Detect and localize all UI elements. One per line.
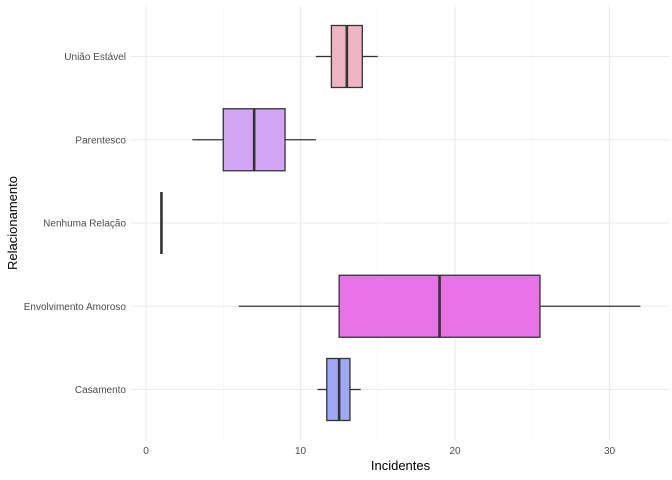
box-casamento [317,357,361,422]
box-series [160,24,641,422]
box-envolvimento-amoroso [238,274,641,338]
y-tick-label: Nenhuma Relação [43,219,126,230]
x-axis-title: Incidentes [371,458,431,473]
y-tick-label: Envolvimento Amoroso [24,302,127,313]
x-tick-label: 20 [449,446,461,457]
grid-lines [130,5,670,440]
box-parentesco [192,108,316,172]
x-tick-label: 0 [143,446,149,457]
y-tick-label: Parentesco [75,135,126,146]
y-axis-tick-labels: Casamento Envolvimento Amoroso Nenhuma Rel… [24,52,127,396]
y-axis-title: Relacionamento [5,176,20,270]
x-tick-label: 10 [295,446,307,457]
x-axis-tick-labels: 0 10 20 30 [143,446,615,457]
x-tick-label: 30 [604,446,616,457]
y-tick-label: União Estável [64,52,126,63]
y-tick-label: Casamento [75,385,127,396]
box-uniao-estavel [315,24,378,89]
